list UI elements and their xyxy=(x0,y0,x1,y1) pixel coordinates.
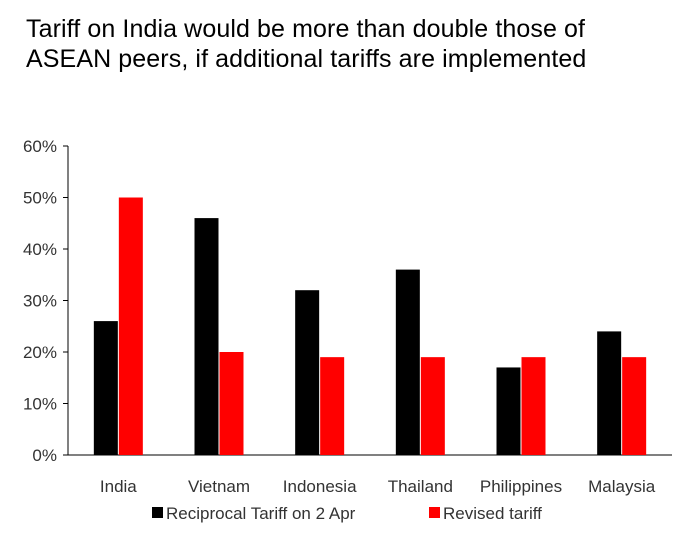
bar-revised-india xyxy=(118,197,143,455)
x-tick-label: Thailand xyxy=(388,477,453,496)
x-tick-label: Vietnam xyxy=(188,477,250,496)
bar-revised-indonesia xyxy=(320,357,345,455)
bar-reciprocal-thailand xyxy=(395,269,420,455)
bar-reciprocal-malaysia xyxy=(597,331,622,455)
y-axis: 0% 10% 20% 30% 40% 50% 60% xyxy=(23,137,69,465)
y-tick-label: 10% xyxy=(23,395,57,414)
bars xyxy=(93,197,647,455)
legend-swatch-reciprocal xyxy=(152,507,163,518)
bar-reciprocal-philippines xyxy=(496,367,521,455)
y-tick-label: 50% xyxy=(23,189,57,208)
bar-revised-philippines xyxy=(521,357,546,455)
y-tick-label: 40% xyxy=(23,240,57,259)
bar-reciprocal-vietnam xyxy=(194,218,219,455)
bar-reciprocal-indonesia xyxy=(295,290,320,455)
legend-swatch-revised xyxy=(429,507,440,518)
y-tick-label: 30% xyxy=(23,292,57,311)
bar-reciprocal-india xyxy=(93,321,118,455)
y-tick-label: 60% xyxy=(23,137,57,156)
chart-title: Tariff on India would be more than doubl… xyxy=(26,15,587,73)
x-axis: India Vietnam Indonesia Thailand Philippines… xyxy=(68,454,672,496)
y-tick-label: 0% xyxy=(32,446,57,465)
x-tick-label: Philippines xyxy=(480,477,562,496)
legend-label-revised: Revised tariff xyxy=(443,504,542,523)
legend: Reciprocal Tariff on 2 Apr Revised tariff xyxy=(152,504,542,523)
x-tick-label: India xyxy=(100,477,137,496)
legend-label-reciprocal: Reciprocal Tariff on 2 Apr xyxy=(166,504,356,523)
x-tick-label: Malaysia xyxy=(588,477,656,496)
bar-revised-malaysia xyxy=(622,357,647,455)
bar-revised-thailand xyxy=(420,357,445,455)
x-tick-label: Indonesia xyxy=(283,477,357,496)
y-tick-label: 20% xyxy=(23,343,57,362)
bar-revised-vietnam xyxy=(219,352,244,455)
